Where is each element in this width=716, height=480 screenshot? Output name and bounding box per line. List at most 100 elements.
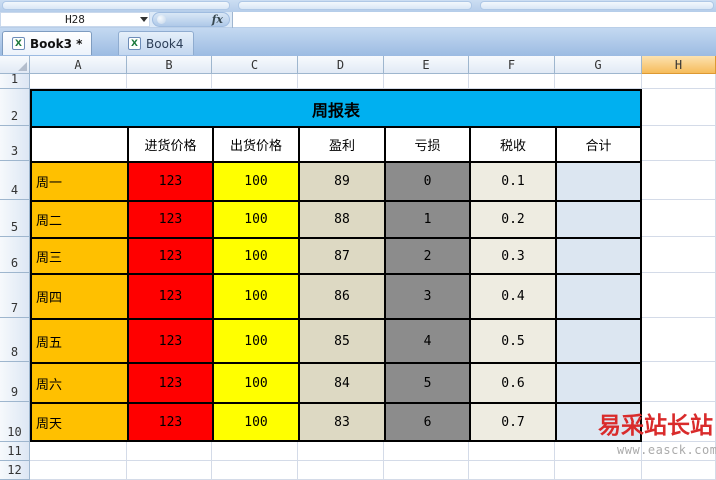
cell[interactable] xyxy=(298,74,384,89)
cell-day[interactable]: 周天 xyxy=(30,402,127,442)
row-header-3[interactable]: 3 xyxy=(0,126,30,161)
cell-blank-header[interactable] xyxy=(30,126,127,161)
cell-sale[interactable]: 100 xyxy=(212,362,298,402)
cell[interactable] xyxy=(127,74,212,89)
cell[interactable] xyxy=(642,362,716,402)
cell-tax[interactable]: 0.1 xyxy=(469,161,555,200)
cell[interactable] xyxy=(642,200,716,237)
header-purchase-price[interactable]: 进货价格 xyxy=(127,126,212,161)
cell-tax[interactable]: 0.4 xyxy=(469,273,555,318)
cell-total[interactable] xyxy=(555,273,642,318)
cell-sale[interactable]: 100 xyxy=(212,200,298,237)
column-header-a[interactable]: A xyxy=(30,56,127,74)
header-sale-price[interactable]: 出货价格 xyxy=(212,126,298,161)
formula-input[interactable] xyxy=(233,12,716,27)
header-loss[interactable]: 亏损 xyxy=(384,126,469,161)
cell[interactable] xyxy=(642,161,716,200)
cell[interactable] xyxy=(642,89,716,126)
cell-profit[interactable]: 89 xyxy=(298,161,384,200)
cell-purchase[interactable]: 123 xyxy=(127,237,212,273)
row-header-4[interactable]: 4 xyxy=(0,161,30,200)
cell-total[interactable] xyxy=(555,402,642,442)
cell[interactable] xyxy=(127,461,212,480)
cell-purchase[interactable]: 123 xyxy=(127,161,212,200)
cell-profit[interactable]: 86 xyxy=(298,273,384,318)
name-box[interactable]: H28 xyxy=(0,12,150,27)
cell-sale[interactable]: 100 xyxy=(212,273,298,318)
cell[interactable] xyxy=(298,461,384,480)
cell-purchase[interactable]: 123 xyxy=(127,318,212,362)
cell[interactable] xyxy=(555,442,642,461)
column-header-c[interactable]: C xyxy=(212,56,298,74)
cell-purchase[interactable]: 123 xyxy=(127,402,212,442)
cell[interactable] xyxy=(384,461,469,480)
cell-total[interactable] xyxy=(555,200,642,237)
insert-function-button[interactable]: fx xyxy=(211,13,223,26)
header-total[interactable]: 合计 xyxy=(555,126,642,161)
cell[interactable] xyxy=(30,461,127,480)
cell-sale[interactable]: 100 xyxy=(212,161,298,200)
row-header-10[interactable]: 10 xyxy=(0,402,30,442)
column-header-d[interactable]: D xyxy=(298,56,384,74)
cell[interactable] xyxy=(212,461,298,480)
select-all-corner[interactable] xyxy=(0,56,30,74)
row-header-2[interactable]: 2 xyxy=(0,89,30,126)
cell-sale[interactable]: 100 xyxy=(212,402,298,442)
cell[interactable] xyxy=(642,237,716,273)
cell-loss[interactable]: 3 xyxy=(384,273,469,318)
cell[interactable] xyxy=(555,74,642,89)
cell-profit[interactable]: 88 xyxy=(298,200,384,237)
column-header-f[interactable]: F xyxy=(469,56,555,74)
row-header-7[interactable]: 7 xyxy=(0,273,30,318)
cell[interactable] xyxy=(469,461,555,480)
cell-loss[interactable]: 1 xyxy=(384,200,469,237)
row-header-5[interactable]: 5 xyxy=(0,200,30,237)
cell-purchase[interactable]: 123 xyxy=(127,273,212,318)
cell-day[interactable]: 周二 xyxy=(30,200,127,237)
cell[interactable] xyxy=(555,461,642,480)
cell[interactable] xyxy=(469,74,555,89)
cell-sale[interactable]: 100 xyxy=(212,318,298,362)
cell-total[interactable] xyxy=(555,161,642,200)
header-tax[interactable]: 税收 xyxy=(469,126,555,161)
cell-day[interactable]: 周六 xyxy=(30,362,127,402)
cell[interactable] xyxy=(642,318,716,362)
row-header-11[interactable]: 11 xyxy=(0,442,30,461)
cell-tax[interactable]: 0.6 xyxy=(469,362,555,402)
tab-book4[interactable]: Book4 xyxy=(118,31,194,55)
column-header-e[interactable]: E xyxy=(384,56,469,74)
row-header-9[interactable]: 9 xyxy=(0,362,30,402)
cell-sale[interactable]: 100 xyxy=(212,237,298,273)
cell-loss[interactable]: 0 xyxy=(384,161,469,200)
cell-loss[interactable]: 4 xyxy=(384,318,469,362)
cell-total[interactable] xyxy=(555,362,642,402)
cell-tax[interactable]: 0.5 xyxy=(469,318,555,362)
tab-book3[interactable]: Book3 * xyxy=(2,31,93,55)
cell-purchase[interactable]: 123 xyxy=(127,362,212,402)
cell-profit[interactable]: 83 xyxy=(298,402,384,442)
cell[interactable] xyxy=(642,402,716,442)
cell-day[interactable]: 周一 xyxy=(30,161,127,200)
table-title-cell[interactable]: 周报表 xyxy=(30,89,642,126)
cell-total[interactable] xyxy=(555,318,642,362)
header-profit[interactable]: 盈利 xyxy=(298,126,384,161)
cell[interactable] xyxy=(384,74,469,89)
cell-loss[interactable]: 5 xyxy=(384,362,469,402)
cell-profit[interactable]: 87 xyxy=(298,237,384,273)
cell-day[interactable]: 周四 xyxy=(30,273,127,318)
cell[interactable] xyxy=(384,442,469,461)
cell[interactable] xyxy=(212,74,298,89)
cell[interactable] xyxy=(642,126,716,161)
cell[interactable] xyxy=(298,442,384,461)
cell-day[interactable]: 周三 xyxy=(30,237,127,273)
row-header-12[interactable]: 12 xyxy=(0,461,30,480)
column-header-b[interactable]: B xyxy=(127,56,212,74)
cell[interactable] xyxy=(642,273,716,318)
cell-day[interactable]: 周五 xyxy=(30,318,127,362)
row-header-6[interactable]: 6 xyxy=(0,237,30,273)
cell[interactable] xyxy=(127,442,212,461)
cell[interactable] xyxy=(469,442,555,461)
cell[interactable] xyxy=(30,74,127,89)
column-header-g[interactable]: G xyxy=(555,56,642,74)
row-header-1[interactable]: 1 xyxy=(0,74,30,89)
